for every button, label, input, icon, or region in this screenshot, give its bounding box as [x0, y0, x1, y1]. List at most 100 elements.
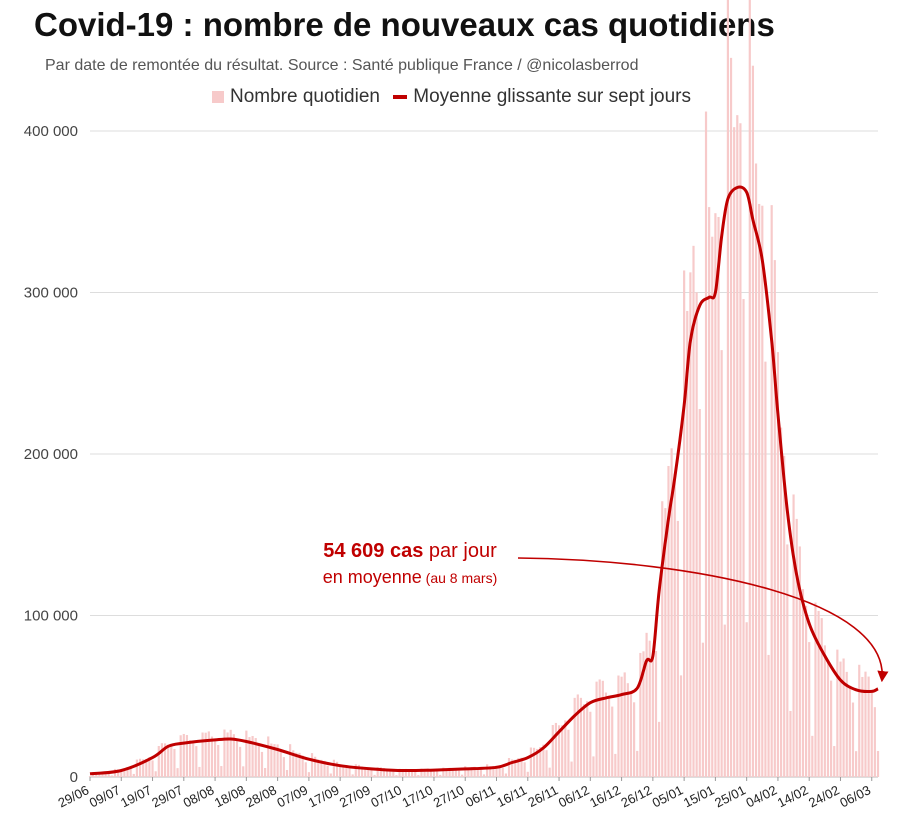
daily-bar	[220, 766, 223, 777]
annotation-line-1: 54 609 cas par jour	[260, 538, 560, 565]
daily-bar	[335, 761, 339, 777]
daily-bar	[739, 123, 742, 778]
daily-bar	[445, 768, 448, 777]
daily-bar	[786, 544, 789, 777]
daily-bar	[795, 518, 798, 777]
annotation-date-note: (au 8 mars)	[421, 570, 498, 586]
daily-bar	[307, 772, 310, 777]
daily-bar	[489, 766, 492, 777]
chart-subtitle: Par date de remontée du résultat. Source…	[45, 57, 639, 74]
chart-title: Covid-19 : nombre de nouveaux cas quotid…	[34, 6, 775, 43]
daily-bar	[320, 759, 323, 777]
y-axis: 0 100 000 200 000 300 000 400 000	[24, 123, 78, 786]
daily-bar	[376, 767, 379, 777]
daily-bar	[304, 762, 307, 777]
daily-bar	[389, 769, 392, 777]
daily-bar	[773, 260, 776, 778]
daily-bar	[142, 759, 145, 777]
x-tick-label: 29/06	[56, 782, 92, 810]
daily-bar	[654, 650, 658, 777]
daily-bar	[848, 687, 851, 777]
daily-bar	[295, 752, 298, 777]
daily-bar	[595, 681, 598, 777]
x-tick-label: 16/11	[494, 782, 529, 810]
daily-bar	[636, 750, 639, 777]
daily-bar	[767, 654, 770, 777]
daily-bar	[245, 730, 248, 777]
daily-bar	[836, 649, 839, 777]
daily-bar	[811, 735, 814, 777]
daily-bar	[658, 721, 661, 777]
daily-bar	[639, 652, 642, 777]
daily-bar	[695, 292, 698, 777]
daily-bar	[198, 766, 201, 777]
daily-bar	[745, 622, 748, 777]
daily-bar	[808, 642, 811, 777]
average-line-layer	[89, 185, 879, 776]
daily-bar	[410, 770, 414, 777]
daily-bar	[167, 744, 170, 777]
daily-bar	[704, 111, 708, 777]
daily-bar	[776, 352, 780, 777]
daily-bar	[88, 776, 92, 777]
annotation-line-2: en moyenne (au 8 mars)	[260, 565, 560, 589]
daily-bar	[798, 546, 801, 777]
daily-bar	[604, 692, 608, 777]
daily-bar	[686, 310, 689, 777]
daily-bar	[498, 765, 501, 777]
daily-bar	[661, 501, 664, 777]
daily-bar	[360, 766, 364, 777]
daily-bar	[285, 770, 289, 777]
daily-bar	[451, 768, 454, 777]
x-tick-label: 26/12	[618, 782, 654, 810]
daily-bar	[764, 361, 767, 777]
daily-bar	[842, 658, 845, 777]
daily-bar	[276, 744, 279, 777]
daily-bar	[201, 732, 204, 777]
daily-bar	[492, 766, 495, 777]
daily-bar	[667, 465, 670, 777]
daily-bar	[332, 759, 335, 777]
daily-bar	[817, 610, 820, 777]
daily-bar	[864, 671, 867, 777]
x-tick-label: 08/08	[181, 782, 217, 810]
daily-bar	[482, 774, 486, 777]
daily-bar	[876, 750, 880, 777]
daily-bar	[645, 632, 648, 777]
legend-item-line: Moyenne glissante sur sept jours	[393, 86, 691, 108]
daily-bar	[292, 750, 295, 777]
daily-bar	[614, 753, 617, 777]
daily-bar	[364, 767, 367, 777]
daily-bar	[145, 759, 148, 777]
daily-bar	[820, 618, 823, 777]
daily-bar	[326, 765, 329, 777]
y-tick-label: 400 000	[24, 123, 78, 140]
daily-bar	[232, 734, 235, 777]
daily-bar	[448, 767, 451, 777]
daily-bar	[839, 661, 842, 777]
daily-bar	[664, 508, 667, 777]
daily-bar	[651, 657, 654, 777]
daily-bar	[345, 765, 348, 777]
daily-bar	[826, 660, 830, 777]
daily-bar	[260, 751, 264, 777]
x-tick-label: 26/11	[525, 782, 560, 810]
daily-bar	[123, 768, 126, 777]
daily-bar	[551, 725, 554, 777]
daily-bar	[267, 736, 270, 777]
daily-bar	[476, 768, 479, 777]
daily-bar	[351, 774, 354, 777]
daily-bar	[592, 756, 595, 777]
daily-bar	[617, 675, 620, 777]
daily-bar	[683, 270, 686, 777]
daily-bar	[442, 767, 445, 777]
daily-bar	[717, 216, 720, 778]
x-tick-label: 25/01	[712, 782, 748, 810]
daily-bar	[564, 720, 567, 777]
daily-bar	[579, 697, 583, 777]
daily-bar	[570, 761, 573, 777]
daily-bar	[561, 725, 564, 777]
daily-bar	[679, 675, 683, 777]
daily-bar	[867, 676, 870, 777]
daily-bar	[554, 722, 558, 777]
